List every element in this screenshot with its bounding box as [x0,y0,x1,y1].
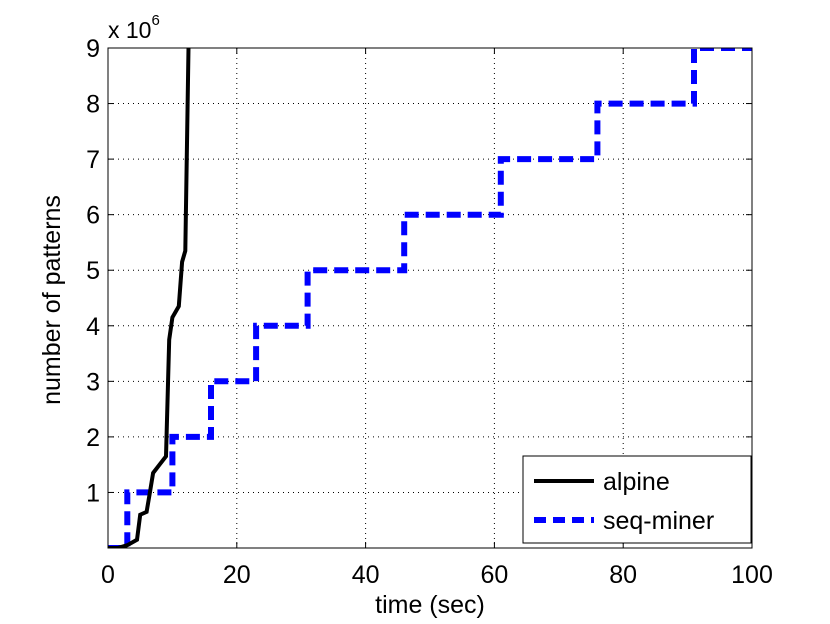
series-line-seq-miner [108,48,752,548]
y-multiplier: x 106 [108,12,160,43]
y-tick-label: 3 [86,368,100,396]
legend-box [522,455,752,544]
y-tick-label: 7 [86,146,100,174]
x-tick-label: 20 [223,561,251,589]
series-layer [108,48,752,548]
series-line-alpine [108,48,191,548]
legend: alpine seq-miner [522,455,752,544]
x-tick-label: 80 [609,561,637,589]
y-tick-label: 4 [86,313,100,341]
y-tick-label: 2 [86,424,100,452]
y-tick-label: 9 [86,35,100,63]
x-tick-label: 100 [731,561,773,589]
legend-label-seq-miner: seq-miner [603,507,714,535]
y-multiplier-exponent: 6 [151,12,159,29]
x-tick-label: 60 [480,561,508,589]
tick-labels: 0 20 40 60 80 100 1 2 3 4 5 6 7 8 9 [86,35,773,589]
y-tick-label: 1 [86,479,100,507]
x-axis-label: time (sec) [375,591,485,619]
y-axis-label: number of patterns [38,195,66,405]
y-tick-label: 8 [86,91,100,119]
x-tick-label: 0 [101,561,115,589]
legend-label-alpine: alpine [603,468,670,496]
plot-frame [107,47,753,549]
y-multiplier-base: x 10 [108,17,151,43]
y-tick-label: 6 [86,202,100,230]
grid-lines [108,48,752,548]
y-tick-label: 5 [86,257,100,285]
series-group [108,48,752,548]
x-tick-label: 40 [352,561,380,589]
